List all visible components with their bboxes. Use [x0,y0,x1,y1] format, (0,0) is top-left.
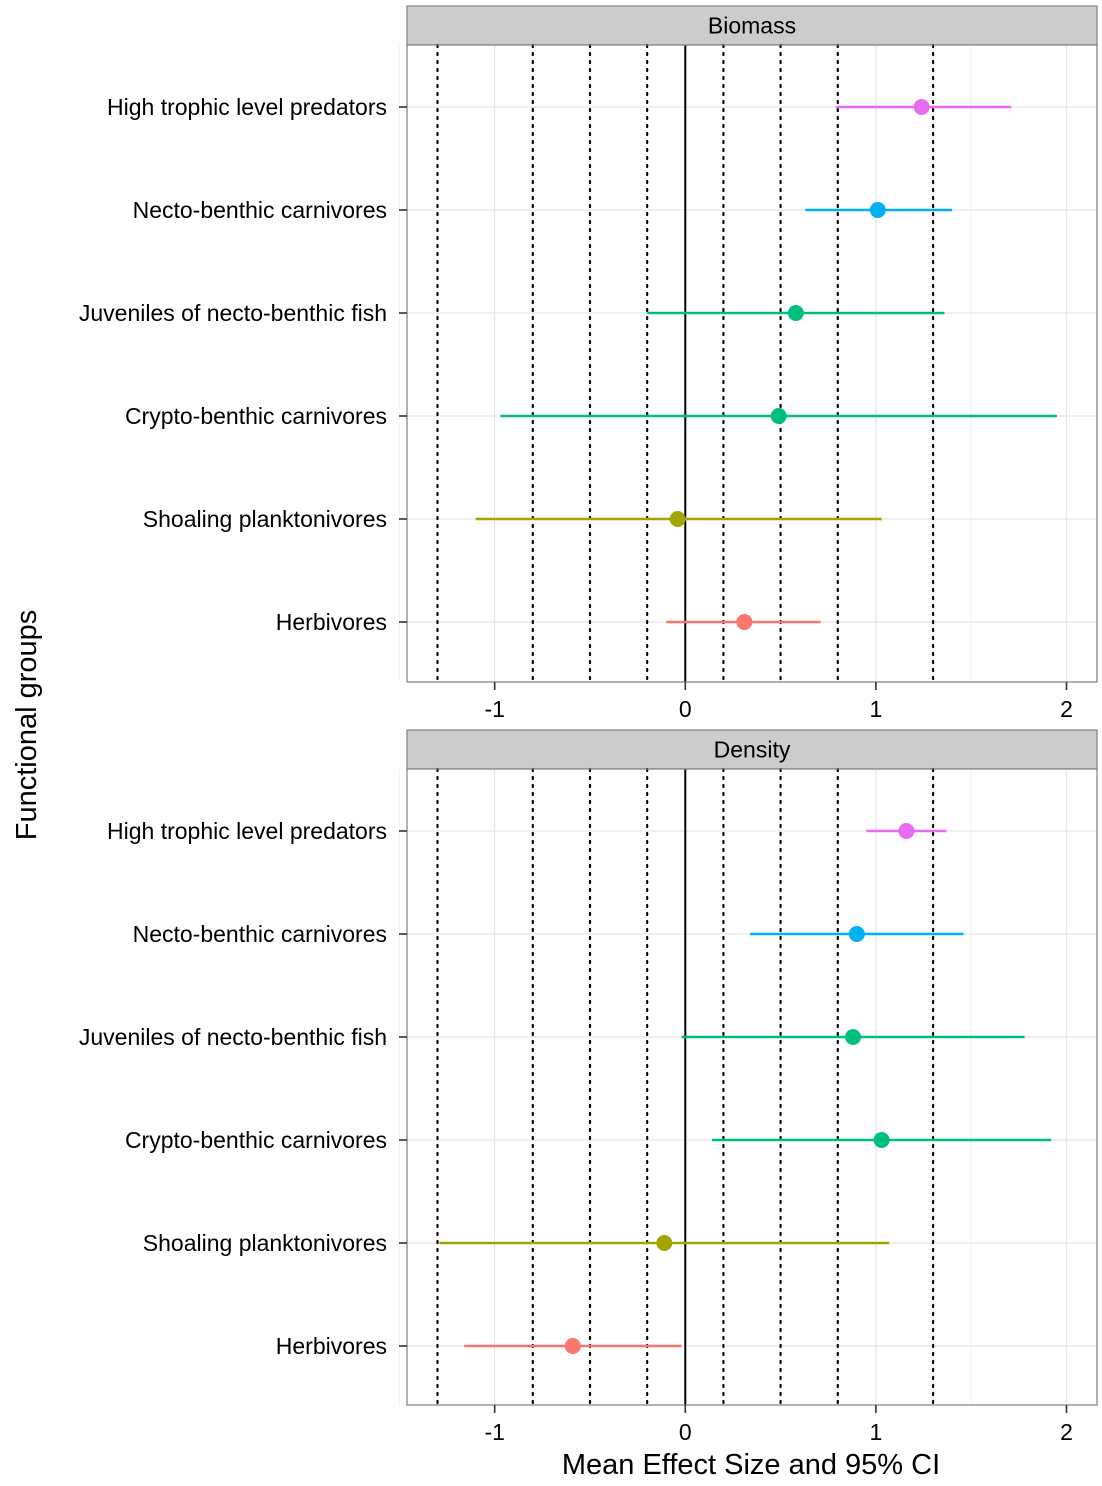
point-crypto-benthic-carnivores [873,1132,890,1148]
x-tick-label: 0 [679,1419,692,1445]
point-juveniles-of-necto-benthic-fish [787,305,804,321]
x-tick-label: 1 [869,696,882,722]
point-herbivores [564,1338,581,1354]
point-crypto-benthic-carnivores [770,408,787,424]
x-tick-label: 2 [1060,696,1073,722]
point-shoaling-planktonivores [656,1235,673,1251]
point-necto-benthic-carnivores [869,202,886,218]
x-tick-label: -1 [484,1419,504,1445]
point-high-trophic-level-predators [898,823,915,839]
y-axis-title: Functional groups [11,610,43,841]
panel-background-biomass [407,45,1097,682]
point-herbivores [736,614,753,630]
panel-density: Density High trophic level predators Necto… [79,729,1098,1445]
panel-biomass: Biomass High trophic level predators Necto… [79,5,1098,722]
facet-strip-label-biomass: Biomass [708,13,796,39]
x-tick-label: 2 [1060,1419,1073,1445]
point-shoaling-planktonivores [669,511,686,527]
y-tick-label: Shoaling planktonivores [143,1230,387,1256]
y-tick-label: Herbivores [276,609,387,635]
panel-border-biomass [406,44,1098,683]
x-tick-label: 0 [679,696,692,722]
facet-strip-density [406,729,1098,770]
panel-background-density [407,769,1097,1405]
y-tick-label: Herbivores [276,1333,387,1359]
point-high-trophic-level-predators [913,99,930,115]
y-tick-label: Necto-benthic carnivores [133,921,387,947]
x-tick-label: -1 [484,696,504,722]
facet-strip-biomass [406,5,1098,46]
x-tick-label: 1 [869,1419,882,1445]
y-tick-label: Necto-benthic carnivores [133,197,387,223]
y-tick-label: High trophic level predators [107,818,387,844]
y-tick-label: Shoaling planktonivores [143,506,387,532]
y-tick-label: Crypto-benthic carnivores [125,1127,387,1153]
y-tick-label: Crypto-benthic carnivores [125,403,387,429]
facet-strip-label-density: Density [714,737,791,763]
point-juveniles-of-necto-benthic-fish [845,1029,862,1045]
y-tick-label: Juveniles of necto-benthic fish [79,1024,387,1050]
x-axis-title: Mean Effect Size and 95% CI [562,1449,940,1481]
panel-border-density [406,768,1098,1406]
y-tick-label: Juveniles of necto-benthic fish [79,300,387,326]
point-necto-benthic-carnivores [848,926,865,942]
y-tick-label: High trophic level predators [107,94,387,120]
